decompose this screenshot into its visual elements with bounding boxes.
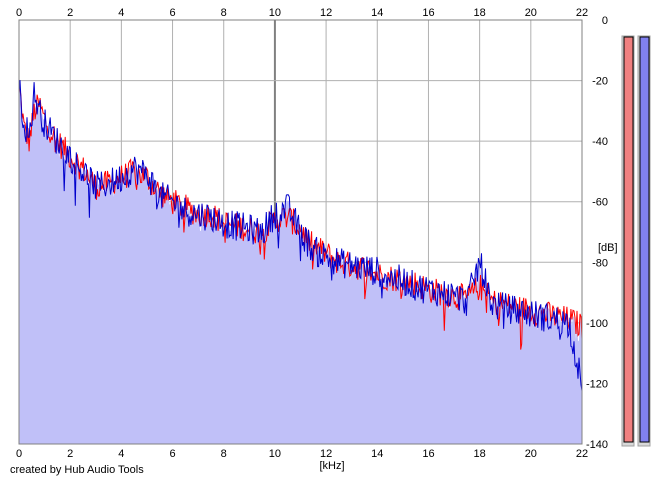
- series-lines: [18, 79, 583, 391]
- x-tick-label-bottom: 12: [320, 448, 332, 460]
- x-tick-label-top: 10: [269, 7, 281, 19]
- credit-text: created by Hub Audio Tools: [10, 464, 144, 476]
- x-tick-label-top: 4: [118, 7, 124, 19]
- x-tick-label-bottom: 0: [16, 448, 22, 460]
- x-tick-label-top: 8: [221, 7, 227, 19]
- x-tick-label-bottom: 22: [576, 448, 588, 460]
- y-tick-label: -60: [592, 197, 608, 209]
- x-tick-labels-bottom: 0 2 4 6 8 10 12 14 16 18 20 22: [16, 448, 588, 460]
- x-tick-label-top: 14: [371, 7, 383, 19]
- x-tick-label-top: 12: [320, 7, 332, 19]
- x-tick-label-bottom: 14: [371, 448, 383, 460]
- y-tick-label: -40: [592, 136, 608, 148]
- y-tick-label: 0: [602, 15, 608, 27]
- x-tick-label-top: 2: [67, 7, 73, 19]
- x-tick-label-top: 0: [16, 7, 22, 19]
- x-tick-label-top: 20: [525, 7, 537, 19]
- series-line-blue: [18, 80, 583, 391]
- x-tick-label-bottom: 16: [422, 448, 434, 460]
- y-axis-label: [dB]: [598, 242, 618, 254]
- x-tick-label-bottom: 2: [67, 448, 73, 460]
- x-tick-label-top: 22: [576, 7, 588, 19]
- x-axis-label: [kHz]: [319, 460, 344, 472]
- y-tick-labels: 0 -20 -40 -60 -80 -100 -120 -140: [586, 15, 608, 451]
- spectrum-fill-area: [19, 85, 582, 445]
- y-tick-label: -20: [592, 76, 608, 88]
- left-channel-meter: [623, 36, 634, 443]
- spectrum-fill: [19, 85, 582, 445]
- y-tick-label: -100: [586, 318, 608, 330]
- level-meters: [621, 35, 651, 447]
- x-tick-label-bottom: 10: [269, 448, 281, 460]
- plot-frame: [18, 19, 583, 445]
- right-channel-meter: [639, 36, 650, 443]
- x-tick-label-bottom: 20: [525, 448, 537, 460]
- x-tick-label-bottom: 4: [118, 448, 124, 460]
- y-tick-label: -140: [586, 439, 608, 451]
- x-tick-label-bottom: 18: [474, 448, 486, 460]
- x-tick-label-bottom: 8: [221, 448, 227, 460]
- x-tick-labels-top: 0 2 4 6 8 10 12 14 16 18 20 22: [16, 7, 588, 19]
- x-tick-label-top: 18: [474, 7, 486, 19]
- y-tick-label: -80: [592, 257, 608, 269]
- x-tick-label-bottom: 6: [169, 448, 175, 460]
- y-tick-label: -120: [586, 378, 608, 390]
- x-tick-label-top: 16: [422, 7, 434, 19]
- x-tick-label-top: 6: [169, 7, 175, 19]
